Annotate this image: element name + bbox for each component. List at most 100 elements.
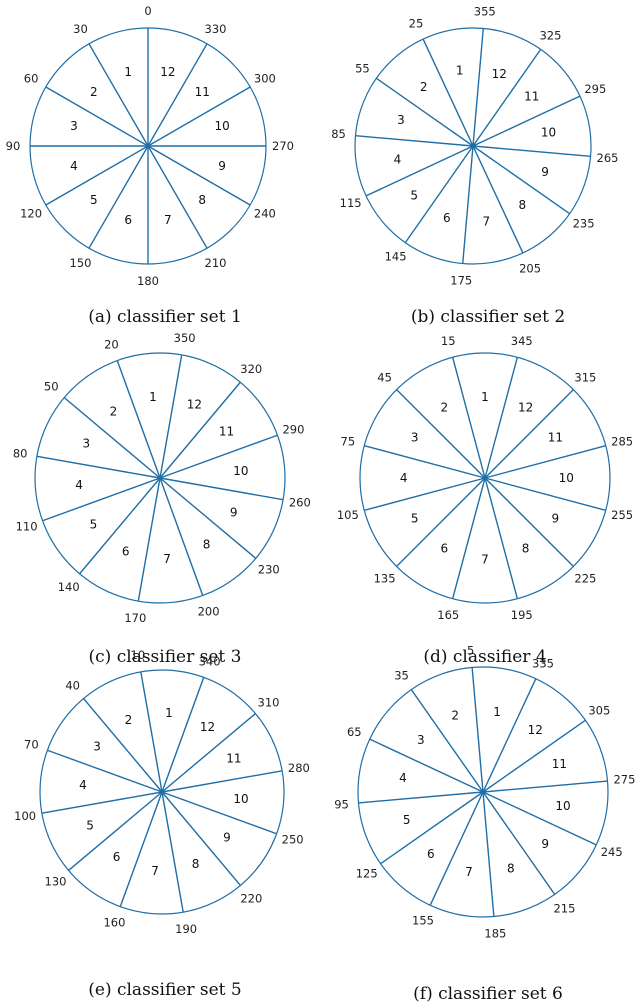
sector-boundary-line: [472, 28, 484, 147]
sector-boundary-line: [422, 38, 474, 147]
sector-circle: [39, 669, 285, 915]
angle-label: 50: [44, 380, 59, 394]
sector-number-label: 9: [223, 830, 231, 844]
angle-label: 335: [532, 656, 554, 670]
sector-circle: [357, 666, 609, 918]
sector-number-label: 2: [420, 80, 428, 94]
sector-number-label: 11: [226, 751, 241, 765]
sector-boundary-line: [147, 145, 251, 206]
sector-number-label: 10: [541, 126, 556, 140]
sector-number-label: 11: [552, 757, 567, 771]
angle-label: 215: [553, 901, 575, 915]
sector-boundary-line: [482, 791, 556, 895]
sector-number-label: 11: [524, 90, 539, 104]
sector-boundary-line: [88, 43, 149, 147]
angle-label: 185: [484, 926, 506, 940]
angle-label: 20: [104, 338, 119, 352]
sector-boundary-line: [159, 354, 183, 479]
sector-boundary-line: [119, 791, 163, 907]
sector-number-label: 7: [465, 865, 473, 879]
sector-number-label: 11: [195, 85, 210, 99]
sector-number-label: 1: [124, 65, 132, 79]
sector-boundary-line: [159, 477, 204, 596]
angle-label: 290: [282, 422, 304, 436]
sector-boundary-line: [42, 477, 161, 522]
sector-number-label: 3: [70, 119, 78, 133]
sector-number-label: 11: [219, 424, 234, 438]
angle-label: 65: [347, 725, 362, 739]
angle-label: 115: [340, 196, 362, 210]
angle-label: 60: [24, 72, 39, 86]
panel-3: 350 1 20 2 50 3 80 4 110 5 140 6 170 7 200 8 230 9 260 10 29…: [13, 331, 311, 667]
angle-label: 295: [584, 82, 606, 96]
sector-boundary-line: [396, 477, 486, 567]
sector-boundary-line: [159, 477, 257, 559]
sector-number-label: 9: [541, 837, 549, 851]
angle-label: 125: [356, 866, 378, 880]
sector-number-label: 1: [165, 706, 173, 720]
sector-number-label: 8: [198, 193, 206, 207]
sector-number-label: 8: [507, 861, 515, 875]
sector-number-label: 9: [541, 165, 549, 179]
angle-label: 310: [258, 696, 280, 710]
sector-number-label: 8: [192, 857, 200, 871]
angle-label: 200: [198, 604, 220, 618]
sector-boundary-line: [41, 791, 163, 814]
sector-number-label: 6: [122, 545, 130, 559]
angle-label: 190: [175, 922, 197, 936]
panel-6: 335 1 5 2 35 3 65 4 95 5 125 6 155 7 185 8 215 9 245 10 275 1…: [334, 644, 635, 1004]
angle-label: 70: [24, 737, 39, 751]
angle-label: 45: [377, 371, 392, 385]
sector-boundary-line: [451, 357, 486, 479]
sector-number-label: 6: [443, 211, 451, 225]
panel-caption: (c) classifier set 3: [89, 647, 242, 667]
angle-label: 265: [597, 151, 619, 165]
sector-boundary-line: [159, 381, 241, 479]
sector-boundary-line: [484, 444, 606, 479]
sector-boundary-line: [404, 145, 474, 244]
sector-number-label: 5: [90, 193, 98, 207]
sector-number-label: 4: [394, 152, 402, 166]
sector-boundary-line: [147, 86, 251, 147]
sector-number-label: 4: [399, 771, 407, 785]
sector-boundary-line: [471, 667, 484, 793]
sector-boundary-line: [482, 791, 495, 917]
sector-boundary-line: [88, 145, 149, 249]
angle-label: 230: [258, 562, 280, 576]
angle-label: 130: [45, 874, 67, 888]
panel-caption: (f) classifier set 6: [413, 984, 563, 1004]
angle-label: 30: [73, 22, 88, 36]
sector-boundary-line: [484, 477, 606, 512]
sector-boundary-line: [159, 434, 278, 479]
sector-boundary-line: [355, 135, 474, 147]
sector-boundary-line: [358, 791, 484, 804]
sector-number-label: 4: [400, 471, 408, 485]
sector-number-label: 5: [403, 813, 411, 827]
angle-label: 0: [144, 4, 151, 18]
sector-number-label: 10: [555, 799, 570, 813]
angle-label: 325: [539, 28, 561, 42]
sector-boundary-line: [484, 477, 574, 567]
sector-number-label: 4: [79, 778, 87, 792]
sector-circle: [34, 352, 286, 604]
angle-label: 75: [341, 434, 356, 448]
panel-5: 340 1 10 2 40 3 70 4 100 5 130 6 160 7 190 8 220 9 250 10 28…: [14, 648, 310, 1000]
sector-number-label: 5: [86, 819, 94, 833]
sector-number-label: 7: [482, 215, 490, 229]
sector-circle: [359, 352, 611, 604]
angle-label: 25: [409, 17, 424, 31]
sector-boundary-line: [79, 477, 161, 575]
sector-boundary-line: [36, 455, 161, 479]
angle-label: 210: [205, 256, 227, 270]
sector-boundary-line: [161, 791, 184, 913]
sector-boundary-line: [484, 477, 519, 599]
angle-label: 5: [467, 644, 474, 658]
sector-number-label: 4: [75, 478, 83, 492]
sector-boundary-line: [472, 145, 591, 157]
sector-boundary-line: [396, 389, 486, 479]
sector-boundary-line: [462, 145, 474, 264]
angle-label: 205: [519, 261, 541, 275]
sector-boundary-line: [147, 145, 208, 249]
sector-number-label: 10: [233, 792, 248, 806]
panel-1: 0 1 30 2 60 3 90 4 120 5 150 6 180 7 210 8 240 9 270 10 300 1…: [6, 4, 294, 327]
